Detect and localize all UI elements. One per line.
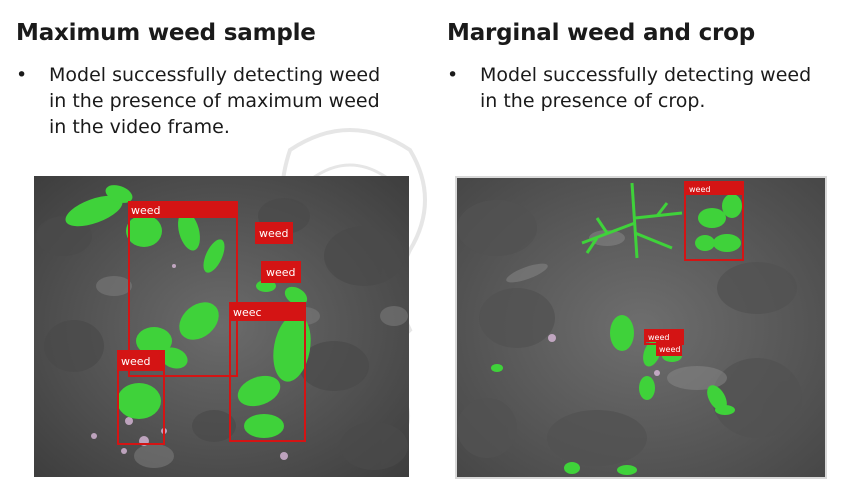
detection-label: weed (266, 266, 296, 279)
label-tags (118, 202, 305, 371)
soil-clods (457, 200, 802, 466)
right-text-line: in the presence of crop. (480, 90, 706, 112)
bullet-icon: • (16, 64, 28, 86)
detection-label: weed (659, 345, 680, 354)
right-text-line: Model successfully detecting weed (480, 64, 812, 86)
soil-highlights (506, 230, 727, 390)
right-heading: Marginal weed and crop (447, 20, 756, 46)
left-heading: Maximum weed sample (16, 20, 316, 46)
weed-plants (65, 185, 311, 438)
left-text-line: Model successfully detecting weed (49, 64, 381, 86)
label-texts: weed weed weed weec weed (121, 204, 296, 368)
left-detection-image: weed weed weed weec weed (34, 176, 409, 477)
left-panel: Maximum weed sample • Model successfully… (16, 20, 409, 477)
right-panel: Marginal weed and crop • Model successfu… (425, 0, 847, 482)
right-detection-image: weed weed weed (455, 176, 827, 479)
left-bullet-text: Model successfully detecting weed in the… (49, 62, 380, 140)
detection-label: weed (689, 185, 710, 194)
right-bullet-text: Model successfully detecting weed in the… (480, 62, 811, 114)
detection-label: weec (233, 306, 262, 319)
label-tags (645, 182, 743, 354)
bullet-icon: • (447, 64, 459, 86)
left-text-line: in the presence of maximum weed (49, 90, 380, 112)
detection-label: weed (131, 204, 161, 217)
detection-label: weed (259, 227, 289, 240)
label-texts: weed weed weed (648, 185, 710, 354)
crop-plant (581, 182, 683, 259)
detection-label: weed (648, 333, 669, 342)
left-text-line: in the video frame. (49, 116, 230, 138)
detection-label: weed (121, 355, 151, 368)
